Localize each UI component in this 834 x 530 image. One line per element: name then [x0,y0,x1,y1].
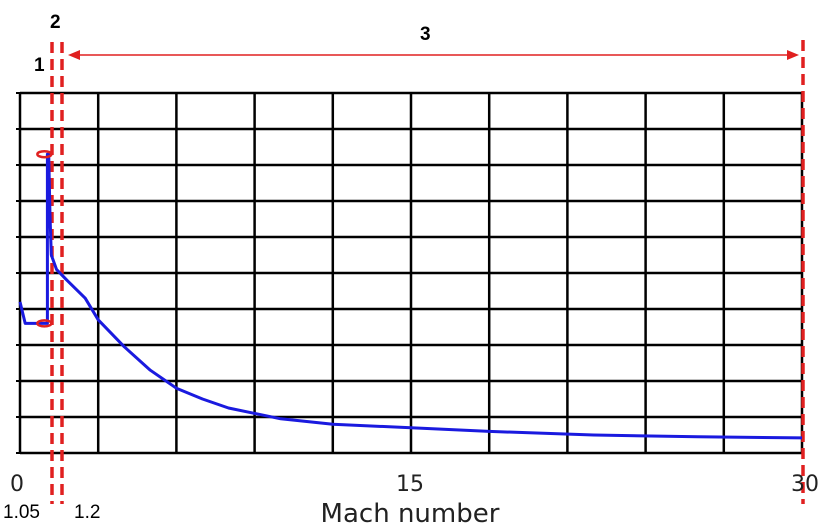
x-tick-30: 30 [791,472,819,497]
region-label-3: 3 [420,24,431,45]
jump-marker-0 [36,149,53,159]
x-axis-label: Mach number [321,499,500,529]
x-tick-0: 0 [10,472,24,497]
region-label-2: 2 [50,12,61,33]
chart-labels: 1 2 3 0 15 30 1.05 1.2 Mach number [3,12,819,529]
jump-marker-1 [36,319,53,328]
region-3-arrowhead-left [68,50,80,60]
region-3-arrowhead-right [787,50,799,60]
series-line-0 [18,152,803,440]
boundary-label-1-05: 1.05 [3,502,40,523]
region-label-1: 1 [34,55,45,76]
boundary-label-1-2: 1.2 [74,502,100,523]
data-series [18,149,803,440]
plot-grid [16,91,804,455]
x-tick-15: 15 [396,472,424,497]
